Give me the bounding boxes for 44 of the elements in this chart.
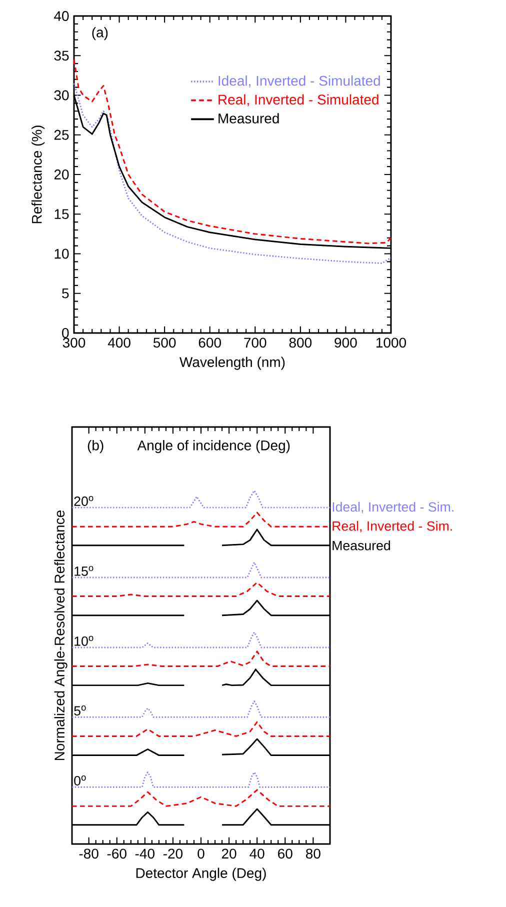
- legend-label: Ideal, Inverted - Simulated: [218, 76, 380, 88]
- annotation: 10$^{o}$: [74, 636, 94, 646]
- y-axis-title: Normalized Angle-Resolved Reflectance: [54, 510, 68, 760]
- annotation: 0$^{o}$: [74, 776, 86, 786]
- y-axis-title: Reflectance (%): [32, 126, 45, 224]
- text: Angle of incidence (Deg): [137, 440, 290, 454]
- x-axis-title: Detector Angle (Deg): [136, 868, 266, 881]
- series-label: Real, Inverted - Sim.: [332, 520, 452, 532]
- x-tick-label: 500: [153, 338, 176, 348]
- annotation: (a): [92, 27, 108, 40]
- legend-label: Measured: [218, 113, 279, 124]
- x-tick-label: -40: [135, 848, 154, 859]
- y-tick-label: 30: [54, 90, 69, 100]
- x-tick-label: -20: [163, 848, 183, 859]
- y-tick-label: 20: [54, 170, 69, 180]
- x-tick-label: 300: [62, 338, 86, 348]
- x-tick-label: 60: [278, 848, 292, 859]
- y-tick-label: 25: [54, 130, 69, 140]
- annotation: 20$^{o}$: [74, 496, 94, 506]
- legend-label: Real, Inverted - Simulated: [218, 94, 378, 106]
- y-tick-label: 10: [54, 248, 69, 259]
- series-label: Measured: [332, 540, 390, 550]
- y-tick-label: 40: [54, 11, 69, 21]
- x-tick-label: 0: [198, 848, 204, 859]
- x-tick-label: 600: [198, 338, 221, 348]
- x-tick-label: 400: [108, 338, 130, 348]
- annotation: 15$^{o}$: [74, 566, 94, 576]
- y-tick-label: 15: [54, 209, 69, 220]
- x-tick-label: 20: [222, 848, 236, 859]
- annotation: 5$^{o}$: [74, 706, 86, 716]
- x-tick-label: -80: [79, 848, 98, 859]
- x-tick-label: 900: [334, 338, 357, 348]
- x-tick-label: 80: [306, 848, 320, 859]
- y-tick-label: 35: [54, 50, 69, 61]
- text: (b): [88, 440, 104, 454]
- x-tick-label: -60: [107, 848, 126, 859]
- series-label: Ideal, Inverted - Sim.: [332, 502, 454, 514]
- y-tick-label: 5: [62, 288, 69, 298]
- x-tick-label: 40: [250, 848, 264, 859]
- x-axis-title: Wavelength (nm): [180, 356, 285, 370]
- x-tick-label: 1000: [376, 338, 406, 348]
- x-tick-label: 800: [289, 338, 312, 348]
- y-tick-label: 0: [62, 328, 69, 338]
- x-tick-label: 700: [244, 338, 266, 348]
